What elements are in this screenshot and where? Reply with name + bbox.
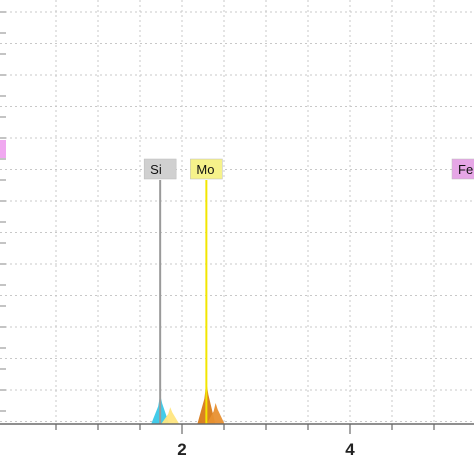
spectrum-peak	[161, 407, 180, 424]
element-label-mo: Mo	[190, 158, 223, 180]
x-tick-label: 2	[177, 440, 186, 459]
grid	[0, 0, 474, 424]
spectrum-peak	[206, 403, 225, 424]
x-axis-ticks: 246	[55, 424, 435, 459]
element-labels: Si Mo Fe	[143, 158, 474, 180]
element-label-text: Mo	[196, 162, 214, 177]
element-label-text: Si	[150, 162, 162, 177]
element-label-box	[451, 158, 474, 180]
x-tick-label: 4	[345, 440, 355, 459]
element-label-box	[143, 158, 177, 180]
element-label-fe: Fe	[451, 158, 474, 180]
partial-element-label	[0, 140, 6, 158]
peaks	[151, 382, 225, 424]
element-label-box	[190, 158, 223, 180]
element-label-text: Fe	[458, 162, 473, 177]
element-lines	[159, 180, 208, 424]
element-label-si: Si	[143, 158, 177, 180]
